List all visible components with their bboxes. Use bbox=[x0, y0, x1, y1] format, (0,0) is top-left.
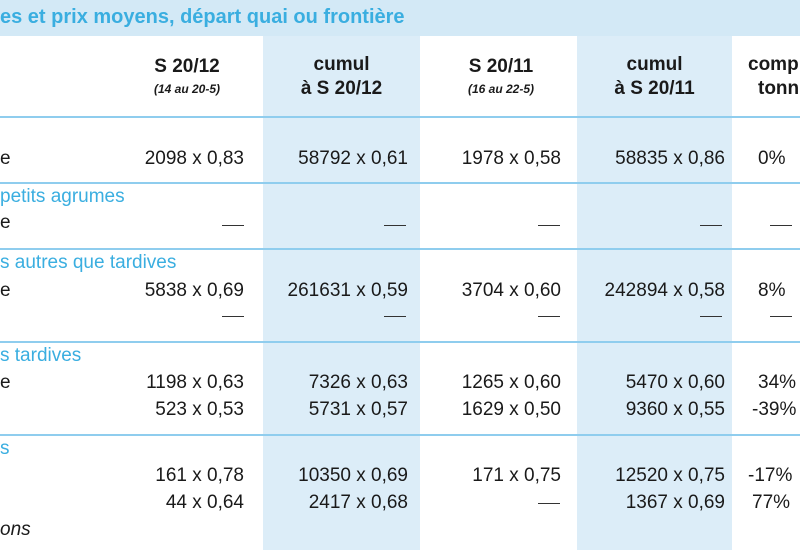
cell-value: 1265 x 0,60 bbox=[461, 372, 561, 393]
cell-value: 171 x 0,75 bbox=[472, 465, 561, 486]
table-title: es et prix moyens, départ quai ou fronti… bbox=[0, 6, 405, 28]
cell-value: 1978 x 0,58 bbox=[461, 148, 561, 169]
rule-4 bbox=[0, 341, 800, 343]
empty-dash bbox=[700, 225, 722, 226]
header-s-20-12: S 20/12 (14 au 20-5) bbox=[153, 56, 221, 96]
empty-dash bbox=[222, 225, 244, 226]
empty-dash bbox=[538, 503, 560, 504]
cell-value: 523 x 0,53 bbox=[155, 399, 244, 420]
cell-value: 8% bbox=[758, 280, 786, 301]
cell-value: 242894 x 0,58 bbox=[604, 280, 725, 301]
cell-value: 58835 x 0,86 bbox=[615, 148, 725, 169]
empty-dash bbox=[384, 225, 406, 226]
shade-column-cumul-12 bbox=[263, 36, 420, 550]
section-label: s tardives bbox=[0, 345, 82, 366]
cell-value: 58792 x 0,61 bbox=[298, 148, 408, 169]
header-comparison: comp tonn bbox=[748, 54, 800, 99]
row-label: e bbox=[0, 148, 11, 169]
cell-value: 12520 x 0,75 bbox=[615, 465, 725, 486]
cell-value: 34% bbox=[758, 372, 797, 393]
empty-dash bbox=[222, 316, 244, 317]
empty-dash bbox=[770, 225, 792, 226]
cell-value: -17% bbox=[748, 465, 793, 486]
cell-value: 1367 x 0,69 bbox=[625, 492, 725, 513]
cell-value: 5470 x 0,60 bbox=[625, 372, 725, 393]
rule-1 bbox=[0, 116, 800, 118]
row-label: e bbox=[0, 212, 11, 233]
cell-value: -39% bbox=[752, 399, 797, 420]
empty-dash bbox=[700, 316, 722, 317]
section-label: petits agrumes bbox=[0, 186, 125, 207]
title-bar: es et prix moyens, départ quai ou fronti… bbox=[0, 0, 800, 36]
row-label: ons bbox=[0, 519, 31, 540]
cell-value: 2098 x 0,83 bbox=[144, 148, 244, 169]
header-cumul-s-20-12: cumul à S 20/12 bbox=[300, 54, 383, 99]
rule-2 bbox=[0, 182, 800, 184]
empty-dash bbox=[538, 316, 560, 317]
cell-value: 3704 x 0,60 bbox=[461, 280, 561, 301]
empty-dash bbox=[384, 316, 406, 317]
rule-3 bbox=[0, 248, 800, 250]
cell-value: 161 x 0,78 bbox=[155, 465, 244, 486]
cell-value: 1198 x 0,63 bbox=[146, 372, 244, 393]
cell-value: 7326 x 0,63 bbox=[308, 372, 408, 393]
cell-value: 10350 x 0,69 bbox=[298, 465, 408, 486]
shade-column-cumul-11 bbox=[577, 36, 732, 550]
header-s-20-11: S 20/11 (16 au 22-5) bbox=[467, 56, 535, 96]
empty-dash bbox=[538, 225, 560, 226]
row-label: e bbox=[0, 280, 11, 301]
rule-5 bbox=[0, 434, 800, 436]
row-label: e bbox=[0, 372, 11, 393]
cell-value: 77% bbox=[752, 492, 791, 513]
cell-value: 1629 x 0,50 bbox=[461, 399, 561, 420]
empty-dash bbox=[770, 316, 792, 317]
cell-value: 5838 x 0,69 bbox=[144, 280, 244, 301]
cell-value: 2417 x 0,68 bbox=[308, 492, 408, 513]
cell-value: 44 x 0,64 bbox=[165, 492, 244, 513]
section-label: s autres que tardives bbox=[0, 252, 177, 273]
cell-value: 0% bbox=[758, 148, 786, 169]
section-label: s bbox=[0, 438, 10, 459]
cell-value: 9360 x 0,55 bbox=[625, 399, 725, 420]
cell-value: 5731 x 0,57 bbox=[308, 399, 408, 420]
header-cumul-s-20-11: cumul à S 20/11 bbox=[614, 54, 695, 99]
cell-value: 261631 x 0,59 bbox=[287, 280, 408, 301]
